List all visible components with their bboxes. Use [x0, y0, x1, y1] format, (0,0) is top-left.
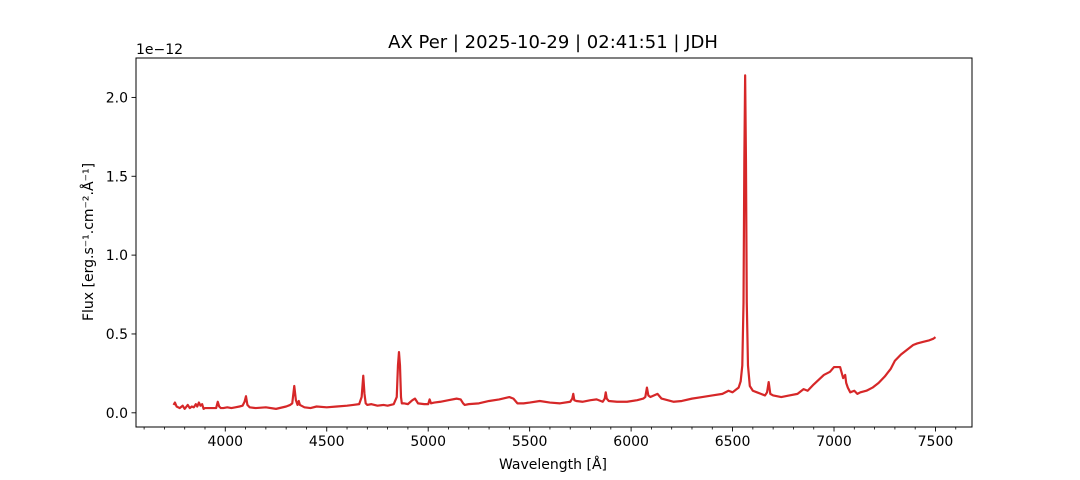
- x-tick-label: 6500: [715, 434, 751, 450]
- x-tick-label: 6000: [613, 434, 649, 450]
- y-axis-ticks: 0.0 0.5 1.0 1.5 2.0: [106, 90, 136, 422]
- chart-title: AX Per | 2025-10-29 | 02:41:51 | JDH: [388, 32, 718, 53]
- y-tick-label: 0.0: [106, 406, 128, 422]
- x-tick-label: 7000: [816, 434, 852, 450]
- spectrum-line: [172, 74, 937, 410]
- y-tick-label: 1.0: [106, 248, 128, 264]
- x-tick-label: 7500: [918, 434, 954, 450]
- y-tick-label: 1.5: [106, 169, 128, 185]
- y-axis-label: Flux [erg.s⁻¹.cm⁻².Å⁻¹]: [80, 163, 97, 321]
- x-tick-label: 4000: [207, 434, 243, 450]
- x-tick-label: 5500: [512, 434, 548, 450]
- y-tick-label: 0.5: [106, 327, 128, 343]
- y-tick-label: 2.0: [106, 90, 128, 106]
- x-tick-label: 4500: [309, 434, 345, 450]
- x-axis-ticks: 4000 4500 5000 5500 6000 6500 7000 7500: [143, 427, 957, 450]
- x-tick-label: 5000: [410, 434, 446, 450]
- plot-frame: [135, 57, 973, 428]
- y-offset-label: 1e−12: [136, 42, 183, 58]
- x-axis-label: Wavelength [Å]: [499, 456, 607, 473]
